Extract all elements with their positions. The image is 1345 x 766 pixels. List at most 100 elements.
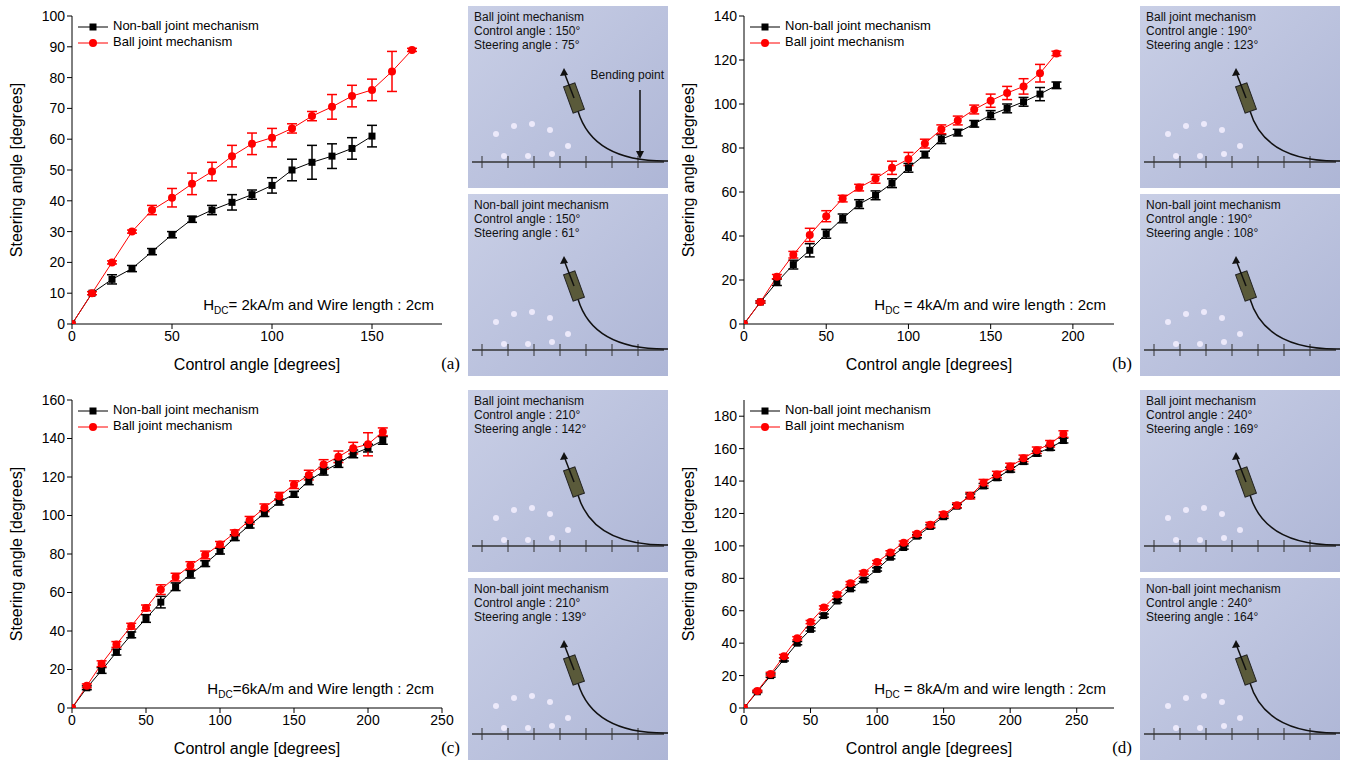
svg-text:0: 0 bbox=[729, 316, 737, 332]
svg-text:0: 0 bbox=[68, 712, 76, 728]
svg-text:20: 20 bbox=[49, 254, 65, 270]
svg-text:100: 100 bbox=[714, 96, 738, 112]
svg-text:150: 150 bbox=[932, 712, 956, 728]
html-text:Control angle : 150°: Control angle : 150° bbox=[474, 24, 581, 38]
svg-text:200: 200 bbox=[356, 712, 380, 728]
svg-text:200: 200 bbox=[999, 712, 1023, 728]
html-text:Steering angle : 123°: Steering angle : 123° bbox=[1146, 38, 1259, 52]
svg-text:160: 160 bbox=[714, 441, 738, 457]
html-text:Ball joint mechanism: Ball joint mechanism bbox=[785, 418, 905, 433]
svg-text:100: 100 bbox=[208, 712, 232, 728]
svg-text:0: 0 bbox=[57, 316, 65, 332]
svg-text:0: 0 bbox=[740, 712, 748, 728]
html-text:HDC= 4kA/m and wire length : 2: HDC= 4kA/m and wire length : 2cm bbox=[874, 296, 1106, 316]
svg-text:Steering angle [degrees]: Steering angle [degrees] bbox=[680, 83, 697, 257]
svg-text:Steering angle [degrees]: Steering angle [degrees] bbox=[8, 83, 25, 257]
html-text:(a): (a) bbox=[441, 354, 460, 373]
svg-text:150: 150 bbox=[360, 328, 384, 344]
html-text:Control angle : 190°: Control angle : 190° bbox=[1146, 212, 1253, 226]
svg-text:0: 0 bbox=[740, 328, 748, 344]
html-text:HDC=6kA/m and Wire length : 2c: HDC=6kA/m and Wire length : 2cm bbox=[207, 680, 434, 700]
svg-text:100: 100 bbox=[260, 328, 284, 344]
svg-text:120: 120 bbox=[714, 52, 738, 68]
html-text:Ball joint mechanism: Ball joint mechanism bbox=[474, 10, 584, 24]
svg-text:50: 50 bbox=[803, 712, 819, 728]
svg-text:60: 60 bbox=[721, 184, 737, 200]
svg-text:140: 140 bbox=[714, 8, 738, 24]
html-text:Non-ball joint mechanism: Non-ball joint mechanism bbox=[113, 402, 259, 417]
svg-text:250: 250 bbox=[430, 712, 454, 728]
svg-text:100: 100 bbox=[897, 328, 921, 344]
svg-text:160: 160 bbox=[42, 392, 66, 408]
svg-text:120: 120 bbox=[714, 505, 738, 521]
svg-text:50: 50 bbox=[138, 712, 154, 728]
html-text:Non-ball joint mechanism: Non-ball joint mechanism bbox=[474, 198, 609, 212]
svg-text:Control angle [degrees]: Control angle [degrees] bbox=[174, 740, 340, 757]
html-text:Non-ball joint mechanism: Non-ball joint mechanism bbox=[785, 402, 931, 417]
svg-text:50: 50 bbox=[818, 328, 834, 344]
html-text:Non-ball joint mechanism: Non-ball joint mechanism bbox=[113, 18, 259, 33]
svg-text:140: 140 bbox=[42, 430, 66, 446]
svg-text:0: 0 bbox=[68, 328, 76, 344]
svg-text:20: 20 bbox=[49, 661, 65, 677]
svg-text:80: 80 bbox=[49, 70, 65, 86]
svg-text:70: 70 bbox=[49, 100, 65, 116]
html-text:Non-ball joint mechanism: Non-ball joint mechanism bbox=[785, 18, 931, 33]
svg-text:100: 100 bbox=[714, 538, 738, 554]
svg-text:60: 60 bbox=[721, 603, 737, 619]
svg-text:40: 40 bbox=[49, 193, 65, 209]
svg-text:40: 40 bbox=[49, 623, 65, 639]
html-text:(c): (c) bbox=[441, 738, 460, 757]
html-text:Ball joint mechanism: Ball joint mechanism bbox=[1146, 10, 1256, 24]
svg-text:50: 50 bbox=[49, 162, 65, 178]
svg-text:60: 60 bbox=[49, 584, 65, 600]
svg-text:80: 80 bbox=[49, 546, 65, 562]
html-text:Non-ball joint mechanism: Non-ball joint mechanism bbox=[474, 582, 609, 596]
html-text:Bending point: Bending point bbox=[590, 68, 664, 82]
svg-text:80: 80 bbox=[721, 570, 737, 586]
svg-text:0: 0 bbox=[57, 700, 65, 716]
html-text:Ball joint mechanism: Ball joint mechanism bbox=[113, 418, 233, 433]
svg-text:150: 150 bbox=[979, 328, 1003, 344]
svg-text:Control angle [degrees]: Control angle [degrees] bbox=[174, 356, 340, 373]
html-text:Steering angle : 142°: Steering angle : 142° bbox=[474, 422, 587, 436]
html-text:Steering angle : 108°: Steering angle : 108° bbox=[1146, 226, 1259, 240]
html-text:Ball joint mechanism: Ball joint mechanism bbox=[785, 34, 905, 49]
html-text:Ball joint mechanism: Ball joint mechanism bbox=[113, 34, 233, 49]
svg-text:90: 90 bbox=[49, 39, 65, 55]
svg-text:180: 180 bbox=[714, 408, 738, 424]
html-text:Control angle : 190°: Control angle : 190° bbox=[1146, 24, 1253, 38]
svg-text:30: 30 bbox=[49, 224, 65, 240]
svg-text:150: 150 bbox=[282, 712, 306, 728]
svg-text:Steering angle [degrees]: Steering angle [degrees] bbox=[680, 467, 697, 641]
svg-text:Control angle [degrees]: Control angle [degrees] bbox=[846, 740, 1012, 757]
svg-text:200: 200 bbox=[1061, 328, 1085, 344]
svg-text:100: 100 bbox=[865, 712, 889, 728]
svg-text:50: 50 bbox=[164, 328, 180, 344]
html-text:Steering angle : 61°: Steering angle : 61° bbox=[474, 226, 580, 240]
html-text:Control angle : 210°: Control angle : 210° bbox=[474, 408, 581, 422]
svg-text:140: 140 bbox=[714, 473, 738, 489]
svg-text:0: 0 bbox=[729, 700, 737, 716]
svg-text:60: 60 bbox=[49, 131, 65, 147]
html-text:Control angle : 150°: Control angle : 150° bbox=[474, 212, 581, 226]
html-text:Ball joint mechanism: Ball joint mechanism bbox=[474, 394, 584, 408]
svg-text:40: 40 bbox=[721, 635, 737, 651]
svg-text:250: 250 bbox=[1065, 712, 1089, 728]
html-text:(b): (b) bbox=[1112, 354, 1132, 373]
svg-text:20: 20 bbox=[721, 668, 737, 684]
svg-text:100: 100 bbox=[42, 507, 66, 523]
svg-text:Control angle [degrees]: Control angle [degrees] bbox=[846, 356, 1012, 373]
html-text:HDC= 2kA/m and Wire length : 2: HDC= 2kA/m and Wire length : 2cm bbox=[203, 296, 434, 316]
svg-text:20: 20 bbox=[721, 272, 737, 288]
svg-text:Steering angle [degrees]: Steering angle [degrees] bbox=[8, 467, 25, 641]
svg-text:120: 120 bbox=[42, 469, 66, 485]
html-text:HDC= 8kA/m and wire length : 2: HDC= 8kA/m and wire length : 2cm bbox=[874, 680, 1106, 700]
svg-text:40: 40 bbox=[721, 228, 737, 244]
html-text:(d): (d) bbox=[1112, 738, 1132, 757]
svg-text:80: 80 bbox=[721, 140, 737, 156]
svg-text:10: 10 bbox=[49, 285, 65, 301]
svg-text:100: 100 bbox=[42, 8, 66, 24]
html-text:Non-ball joint mechanism: Non-ball joint mechanism bbox=[1146, 198, 1281, 212]
html-text:Steering angle : 75°: Steering angle : 75° bbox=[474, 38, 580, 52]
